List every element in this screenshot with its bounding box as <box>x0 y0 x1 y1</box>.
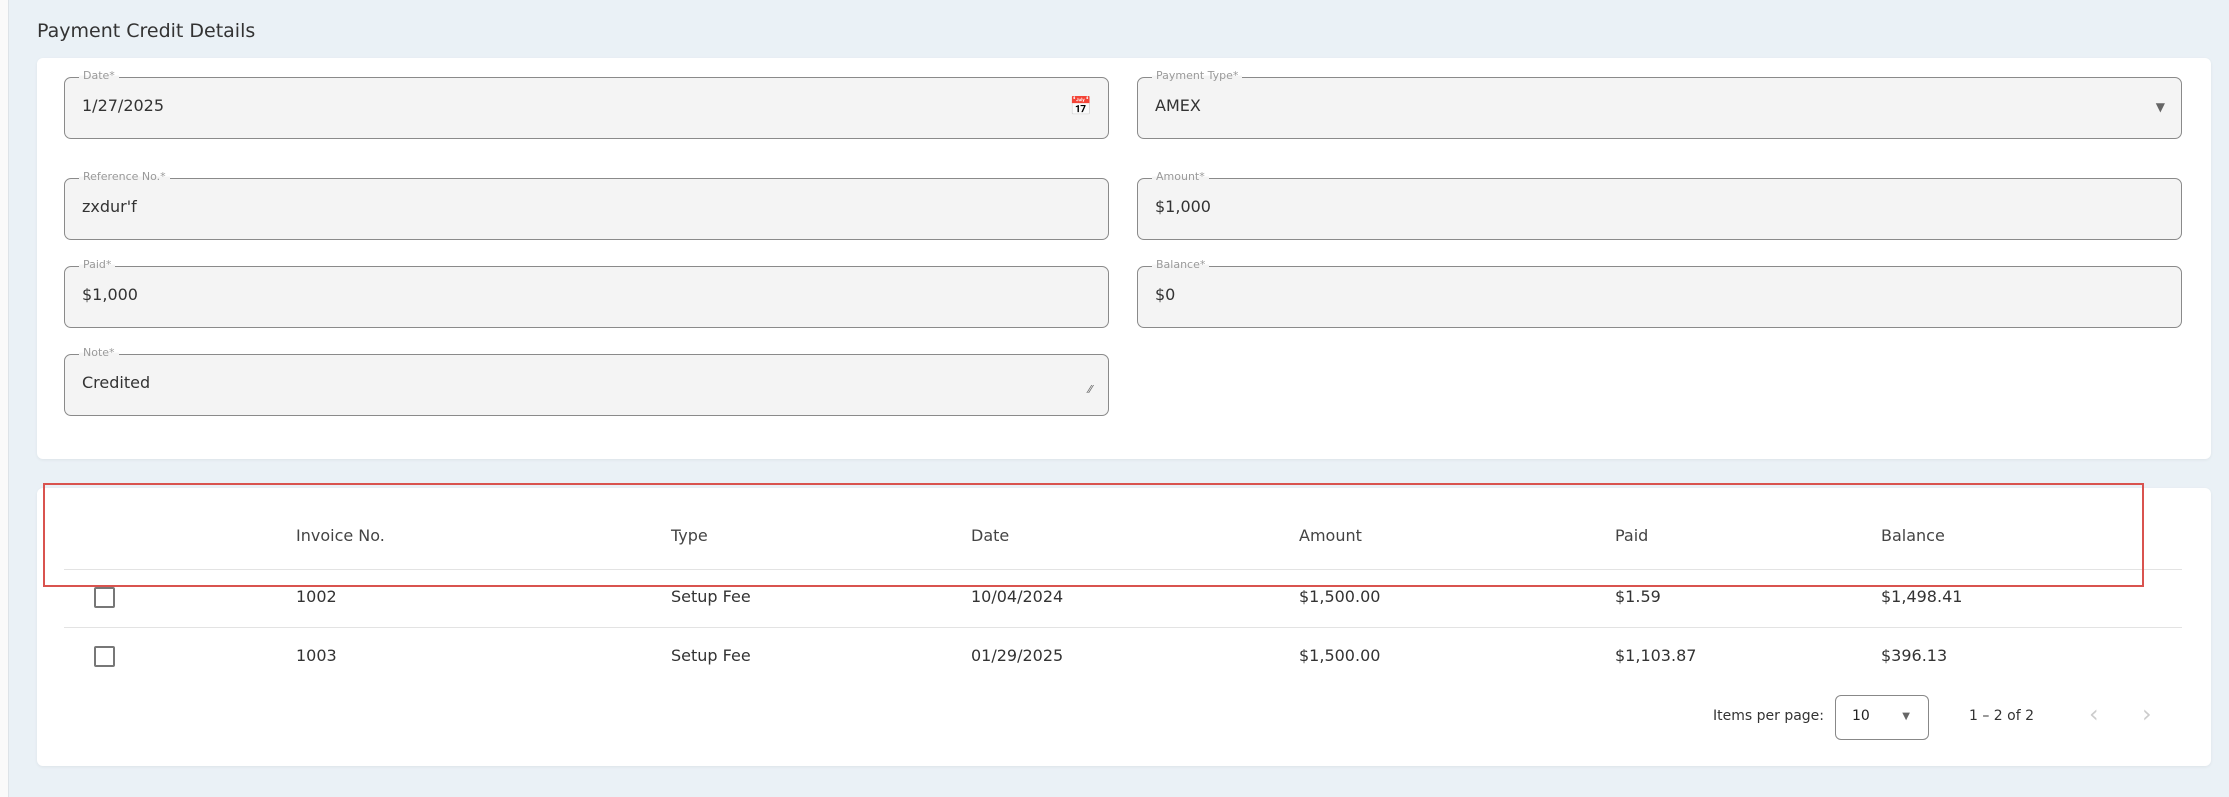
reference-field[interactable]: Reference No.* zxdur'f <box>64 170 1109 240</box>
cell-type: Setup Fee <box>671 587 751 606</box>
left-border <box>0 0 9 797</box>
header-divider <box>64 569 2182 570</box>
cell-paid: $1,103.87 <box>1615 646 1697 665</box>
payment-type-label: Payment Type* <box>1152 69 1243 82</box>
balance-label: Balance* <box>1152 258 1210 271</box>
cell-type: Setup Fee <box>671 646 751 665</box>
payment-type-select[interactable]: Payment Type* AMEX ▼ <box>1137 69 2182 139</box>
cell-date: 10/04/2024 <box>971 587 1064 606</box>
row-checkbox[interactable] <box>94 587 115 608</box>
page-title: Payment Credit Details <box>37 20 256 42</box>
cell-paid: $1.59 <box>1615 587 1661 606</box>
page-size-select[interactable]: 10 ▼ <box>1835 695 1929 740</box>
header-amount[interactable]: Amount <box>1299 526 1362 545</box>
note-value: Credited <box>82 373 151 392</box>
dropdown-arrow-icon[interactable]: ▼ <box>2155 100 2165 114</box>
header-date[interactable]: Date <box>971 526 1010 545</box>
date-value: 1/27/2025 <box>82 96 165 115</box>
balance-value: $0 <box>1155 285 1176 304</box>
resize-handle-icon[interactable]: ⁄⁄ <box>1088 383 1092 396</box>
cell-amount: $1,500.00 <box>1299 587 1381 606</box>
highlight-box <box>43 483 2144 587</box>
page-size-value: 10 <box>1852 708 1870 724</box>
paid-label: Paid* <box>79 258 116 271</box>
reference-value: zxdur'f <box>82 197 137 216</box>
amount-field[interactable]: Amount* $1,000 <box>1137 170 2182 240</box>
header-type[interactable]: Type <box>671 526 708 545</box>
next-page-button[interactable]: › <box>2142 700 2152 728</box>
date-field[interactable]: Date* 1/27/2025 📅 <box>64 69 1109 139</box>
note-field[interactable]: Note* Credited ⁄⁄ <box>64 346 1109 416</box>
dropdown-arrow-icon: ▼ <box>1902 711 1910 722</box>
cell-invoice: 1002 <box>296 587 337 606</box>
items-per-page-label: Items per page: <box>1713 708 1825 724</box>
date-label: Date* <box>79 69 119 82</box>
paid-value: $1,000 <box>82 285 138 304</box>
row-checkbox[interactable] <box>94 646 115 667</box>
payment-type-value: AMEX <box>1155 96 1201 115</box>
cell-amount: $1,500.00 <box>1299 646 1381 665</box>
prev-page-button[interactable]: ‹ <box>2089 700 2099 728</box>
calendar-icon[interactable]: 📅 <box>1069 96 1092 117</box>
header-paid[interactable]: Paid <box>1615 526 1649 545</box>
page-range: 1 – 2 of 2 <box>1969 708 2035 724</box>
header-invoice-no[interactable]: Invoice No. <box>296 526 385 545</box>
cell-balance: $1,498.41 <box>1881 587 1963 606</box>
cell-date: 01/29/2025 <box>971 646 1064 665</box>
amount-label: Amount* <box>1152 170 1209 183</box>
reference-label: Reference No.* <box>79 170 170 183</box>
header-balance[interactable]: Balance <box>1881 526 1945 545</box>
amount-value: $1,000 <box>1155 197 1211 216</box>
cell-invoice: 1003 <box>296 646 337 665</box>
paid-field[interactable]: Paid* $1,000 <box>64 258 1109 328</box>
cell-balance: $396.13 <box>1881 646 1948 665</box>
row-divider <box>64 627 2182 628</box>
balance-field[interactable]: Balance* $0 <box>1137 258 2182 328</box>
note-label: Note* <box>79 346 119 359</box>
